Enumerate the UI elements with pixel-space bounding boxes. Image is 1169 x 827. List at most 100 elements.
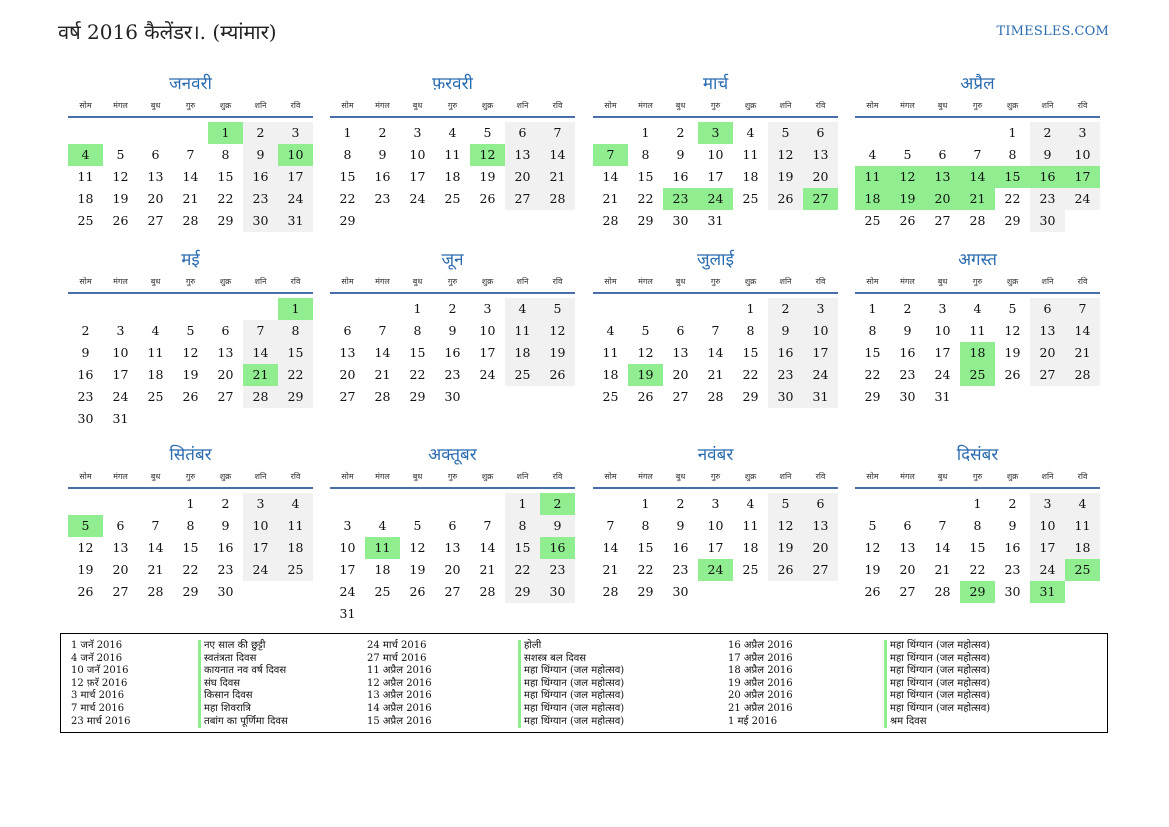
day-cell: 4 <box>1065 493 1100 515</box>
day-cell: 8 <box>973 518 982 533</box>
day-cell: 12 <box>768 515 803 537</box>
day-cell: 3 <box>413 125 422 140</box>
holiday-date: 11 अप्रैल 2016 <box>367 665 432 677</box>
day-cell: 30 <box>899 389 916 404</box>
day-cell: 7 <box>378 323 387 338</box>
day-cell: 14 <box>540 144 575 166</box>
day-cell: 7 <box>711 323 720 338</box>
day-cell: 30 <box>1030 210 1065 232</box>
day-cell: 12 <box>768 144 803 166</box>
weekday-label: रवि <box>1077 277 1088 286</box>
weekday-label: बुध <box>150 101 161 110</box>
day-cell: 6 <box>221 323 230 338</box>
day-cell: 10 <box>707 147 724 162</box>
day-cell: 19 <box>182 367 199 382</box>
day-cell: 3 <box>803 298 838 320</box>
day-cell: 31 <box>278 210 313 232</box>
weekday-label: गुरु <box>185 101 196 110</box>
day-cell: 27 <box>112 584 129 599</box>
weekday-label: शनि <box>516 277 529 286</box>
holiday-dates-column: 24 मार्च 2016 27 मार्च 2016 11 अप्रैल 2016… <box>367 640 432 728</box>
day-cell: 4 <box>378 518 387 533</box>
day-cell: 15 <box>409 345 426 360</box>
month-title: अक्तूबर <box>428 445 477 465</box>
days-grid: 1 2 3 4 5 6 7 8 9 10 11 12 13 14 15 16 17 18 19 20 21 22 23 24 2… <box>593 118 838 232</box>
day-cell: 1 <box>868 301 877 316</box>
day-cell: 15 <box>217 169 234 184</box>
holiday-dates-column: 1 जनॅ 2016 4 जनॅ 2016 10 जनॅ 2016 12 फ़रॅ 2… <box>71 640 130 728</box>
day-cell: 31 <box>934 389 951 404</box>
weekday-label: शनि <box>516 472 529 481</box>
weekday-label: सोम <box>866 101 879 110</box>
day-cell: 24 <box>243 559 278 581</box>
weekday-label: रवि <box>815 101 826 110</box>
day-cell: 13 <box>505 144 540 166</box>
day-cell: 22 <box>969 562 986 577</box>
weekday-label: मंगल <box>375 101 390 110</box>
day-cell: 7 <box>606 518 615 533</box>
day-cell: 21 <box>374 367 391 382</box>
day-cell: 20 <box>672 367 689 382</box>
weekday-header: सोम मंगल बुध गुरु शुक्र शनि रवि <box>330 96 575 118</box>
day-cell: 3 <box>278 122 313 144</box>
weekday-label: गुरु <box>447 277 458 286</box>
weekday-label: सोम <box>341 472 354 481</box>
month-title: जुलाई <box>697 250 734 270</box>
day-cell: 7 <box>973 147 982 162</box>
weekday-label: शुक्र <box>1006 101 1019 110</box>
day-cell: 26 <box>182 389 199 404</box>
day-cell: 21 <box>707 367 724 382</box>
day-cell: 4 <box>746 125 755 140</box>
day-cell: 21 <box>602 191 619 206</box>
page-title: वर्ष 2016 कैलेंडर।. (म्यांमार) <box>58 20 277 44</box>
site-link[interactable]: TIMESLES.COM <box>996 24 1109 39</box>
day-cell: 12 <box>409 540 426 555</box>
weekday-label: बुध <box>675 472 686 481</box>
weekday-label: शुक्र <box>219 472 232 481</box>
month-title: सितंबर <box>169 445 212 465</box>
day-cell: 24 <box>1065 188 1100 210</box>
month-block: जुलाई सोम मंगल बुध गुरु शुक्र शनि रवि 1 2 3 4 5 6 7 8 9 1… <box>593 248 838 408</box>
weekday-header: सोम मंगल बुध गुरु शुक्र शनि रवि <box>855 96 1100 118</box>
day-cell: 29 <box>864 389 881 404</box>
day-cell: 16 <box>444 345 461 360</box>
day-cell: 11 <box>1065 515 1100 537</box>
day-cell: 15 <box>864 345 881 360</box>
day-cell: 20 <box>444 562 461 577</box>
holiday-day-cell: 17 <box>1065 166 1100 188</box>
holiday-name: सशस्त्र बल दिवस <box>518 652 624 666</box>
holiday-day-cell: 24 <box>698 188 733 210</box>
weekday-label: शुक्र <box>1006 472 1019 481</box>
day-cell: 6 <box>116 518 125 533</box>
month-block: मई सोम मंगल बुध गुरु शुक्र शनि रवि 1 2 3 4 5 6 7 8 9 10 11… <box>68 248 313 430</box>
day-cell: 7 <box>243 320 278 342</box>
weekday-label: बुध <box>675 101 686 110</box>
holiday-day-cell: 19 <box>628 364 663 386</box>
holiday-name: होली <box>518 640 624 653</box>
holiday-date: 16 अप्रैल 2016 <box>728 640 793 651</box>
day-cell: 25 <box>505 364 540 386</box>
day-cell: 2 <box>903 301 912 316</box>
day-cell: 13 <box>147 169 164 184</box>
day-cell: 24 <box>339 584 356 599</box>
day-cell: 6 <box>151 147 160 162</box>
day-cell: 14 <box>374 345 391 360</box>
weekday-label: बुध <box>937 277 948 286</box>
weekday-label: गुरु <box>972 101 983 110</box>
holiday-day-cell: 23 <box>663 188 698 210</box>
day-cell: 6 <box>803 122 838 144</box>
day-cell: 26 <box>768 559 803 581</box>
holiday-day-cell: 24 <box>698 559 733 581</box>
day-cell: 25 <box>374 584 391 599</box>
day-cell: 22 <box>864 367 881 382</box>
weekday-label: मंगल <box>900 277 915 286</box>
day-cell: 11 <box>742 147 759 162</box>
day-cell: 8 <box>1008 147 1017 162</box>
day-cell: 17 <box>707 540 724 555</box>
month-title: जून <box>441 250 464 270</box>
day-cell: 24 <box>479 367 496 382</box>
day-cell: 16 <box>899 345 916 360</box>
holiday-date: 17 अप्रैल 2016 <box>728 652 793 664</box>
day-cell: 30 <box>768 386 803 408</box>
month-title: अप्रैल <box>960 74 995 94</box>
